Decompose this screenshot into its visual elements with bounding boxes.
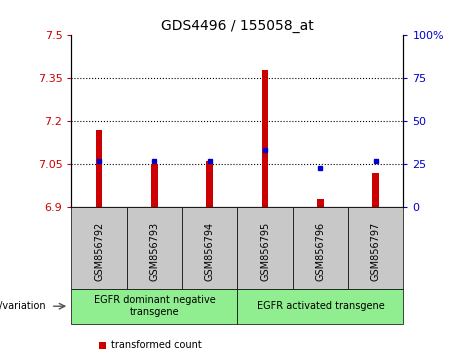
Bar bbox=[96, 130, 102, 207]
Text: GSM856797: GSM856797 bbox=[371, 222, 381, 281]
Text: GSM856793: GSM856793 bbox=[149, 222, 160, 281]
Text: GSM856796: GSM856796 bbox=[315, 222, 325, 281]
Bar bbox=[151, 164, 158, 207]
Text: genotype/variation: genotype/variation bbox=[0, 301, 46, 311]
Bar bbox=[372, 173, 379, 207]
Bar bbox=[317, 199, 324, 207]
Text: transformed count: transformed count bbox=[111, 340, 201, 350]
Text: EGFR activated transgene: EGFR activated transgene bbox=[256, 301, 384, 311]
Text: GSM856792: GSM856792 bbox=[94, 222, 104, 281]
Bar bbox=[262, 70, 268, 207]
Title: GDS4496 / 155058_at: GDS4496 / 155058_at bbox=[161, 19, 314, 33]
Bar bbox=[207, 161, 213, 207]
Text: EGFR dominant negative
transgene: EGFR dominant negative transgene bbox=[94, 295, 215, 317]
Text: GSM856795: GSM856795 bbox=[260, 222, 270, 281]
Text: GSM856794: GSM856794 bbox=[205, 222, 215, 281]
